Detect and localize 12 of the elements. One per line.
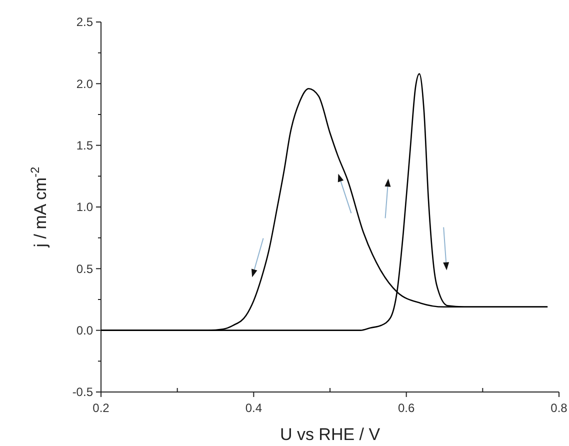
y-tick-label: 0.0	[76, 324, 94, 338]
x-tick-label: 0.8	[550, 401, 568, 415]
y-tick-label: 1.0	[76, 200, 94, 214]
y-tick-label: -0.5	[72, 385, 94, 400]
y-tick-label: 0.5	[76, 262, 94, 276]
x-axis-title: U vs RHE / V	[280, 425, 381, 444]
x-tick-label: 0.2	[92, 401, 110, 415]
x-tick-label: 0.6	[398, 401, 415, 415]
y-tick-label: 2.5	[76, 15, 94, 30]
y-tick-label: 1.5	[76, 138, 94, 153]
y-tick-label: 2.0	[76, 76, 94, 91]
x-tick-label: 0.4	[245, 401, 262, 415]
